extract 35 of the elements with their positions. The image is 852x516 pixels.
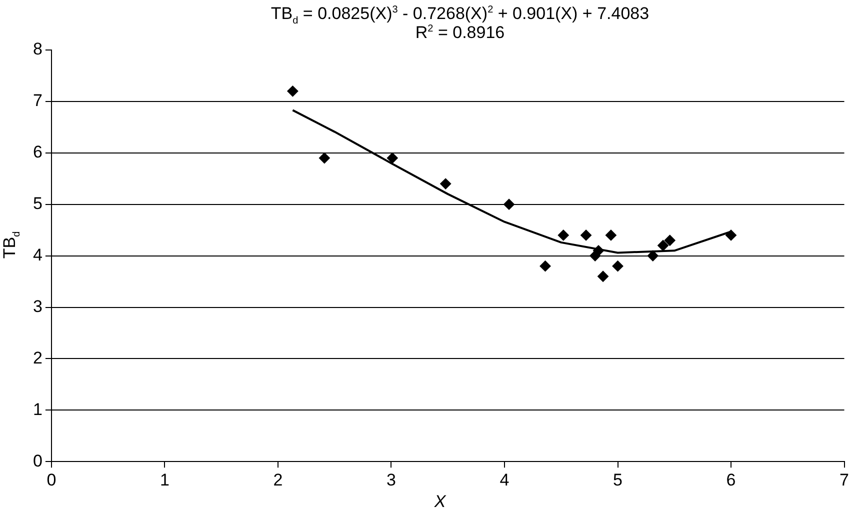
y-tick-label: 2 <box>32 348 42 368</box>
y-tick-label: 8 <box>32 40 42 59</box>
point <box>504 198 515 210</box>
x-tick-label: 1 <box>160 470 170 490</box>
x-tick-label: 6 <box>726 470 736 490</box>
point <box>386 152 398 164</box>
point <box>664 234 676 246</box>
y-tick-label: 4 <box>32 245 42 264</box>
point <box>318 152 330 164</box>
x-tick-label: 5 <box>613 470 622 490</box>
point <box>612 260 624 272</box>
point <box>287 86 298 97</box>
x-tick-label: 0 <box>46 470 56 490</box>
y-tick-label: 5 <box>32 194 42 214</box>
point <box>540 260 551 272</box>
y-tick-label: 3 <box>32 296 42 316</box>
x-tick-label: 4 <box>500 470 510 490</box>
point <box>726 230 737 241</box>
x-tick-label: 7 <box>840 470 850 490</box>
y-tick-label: 1 <box>32 400 42 419</box>
point <box>593 245 604 256</box>
chart-subtitle: R$^{2}$ = 0.8916 <box>415 23 505 42</box>
x-tick-label: 3 <box>386 470 396 490</box>
point <box>647 250 658 262</box>
x-axis-title: X <box>433 492 447 512</box>
y-tick-label: 0 <box>32 451 42 470</box>
point <box>605 230 616 241</box>
point <box>558 230 569 241</box>
point <box>580 230 592 241</box>
point <box>658 240 669 252</box>
point <box>598 270 609 282</box>
y-tick-label: 7 <box>32 91 42 110</box>
x-tick-label: 2 <box>273 470 283 490</box>
point <box>440 178 452 190</box>
y-tick-label: 6 <box>32 142 42 162</box>
